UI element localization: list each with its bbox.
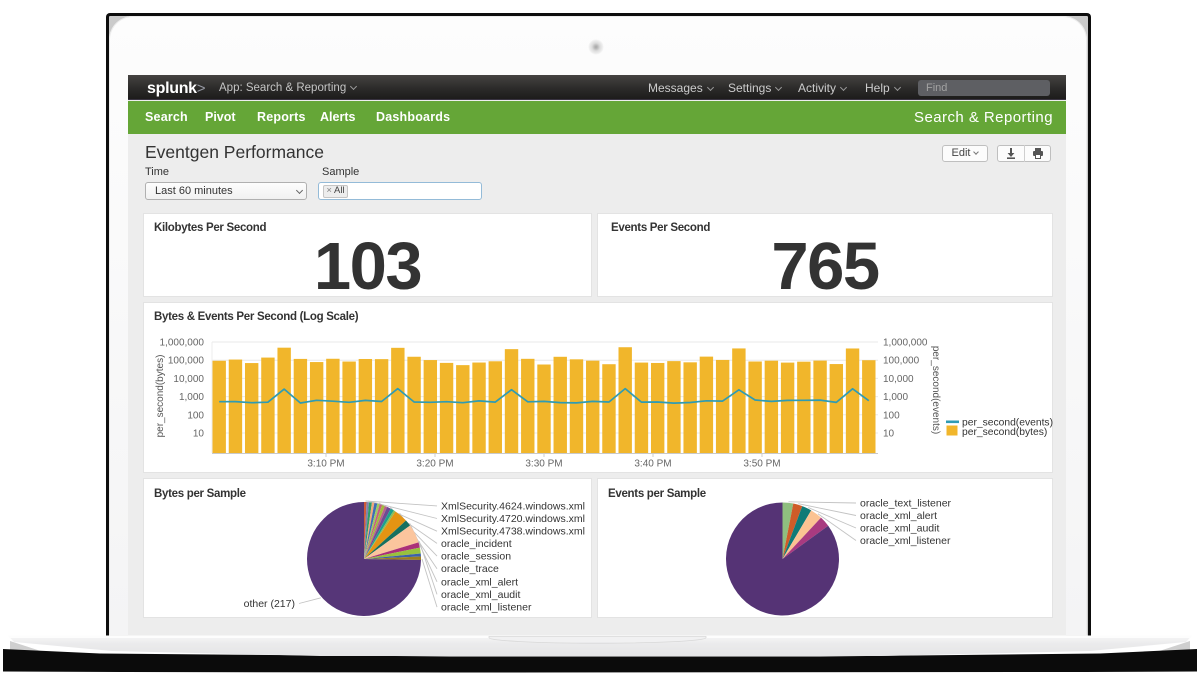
svg-text:oracle_xml_audit: oracle_xml_audit [441, 589, 520, 601]
svg-text:100,000: 100,000 [168, 356, 205, 367]
svg-text:XmlSecurity.4720.windows.xml: XmlSecurity.4720.windows.xml [441, 513, 585, 525]
svg-text:10: 10 [883, 429, 895, 440]
svg-text:oracle_trace: oracle_trace [441, 563, 499, 575]
svg-text:3:20 PM: 3:20 PM [416, 459, 453, 470]
svg-text:oracle_session: oracle_session [441, 551, 511, 563]
svg-text:per_second(bytes): per_second(bytes) [155, 355, 166, 438]
svg-text:100: 100 [187, 410, 204, 421]
svg-text:1,000,000: 1,000,000 [160, 338, 205, 349]
svg-text:100,000: 100,000 [883, 356, 920, 367]
svg-text:oracle_text_listener: oracle_text_listener [860, 498, 952, 510]
svg-text:oracle_xml_audit: oracle_xml_audit [860, 523, 939, 535]
svg-text:oracle_xml_listener: oracle_xml_listener [441, 602, 532, 614]
svg-text:1,000: 1,000 [883, 392, 908, 403]
svg-text:per_second(events): per_second(events) [962, 418, 1053, 429]
svg-text:oracle_xml_alert: oracle_xml_alert [441, 576, 518, 588]
svg-text:oracle_incident: oracle_incident [441, 538, 512, 550]
svg-text:oracle_xml_alert: oracle_xml_alert [860, 510, 937, 522]
svg-text:1,000: 1,000 [179, 392, 204, 403]
svg-text:XmlSecurity.4738.windows.xml: XmlSecurity.4738.windows.xml [441, 526, 585, 538]
svg-text:10: 10 [193, 429, 205, 440]
svg-text:per_second(bytes): per_second(bytes) [962, 427, 1047, 438]
svg-text:10,000: 10,000 [883, 374, 914, 385]
svg-text:3:50 PM: 3:50 PM [743, 459, 780, 470]
svg-text:3:30 PM: 3:30 PM [525, 459, 562, 470]
svg-text:oracle_xml_listener: oracle_xml_listener [860, 535, 951, 547]
svg-text:1,000,000: 1,000,000 [883, 338, 928, 349]
svg-text:3:10 PM: 3:10 PM [307, 459, 344, 470]
svg-text:3:40 PM: 3:40 PM [634, 459, 671, 470]
svg-text:per_second(events): per_second(events) [930, 346, 941, 434]
svg-text:XmlSecurity.4624.windows.xml: XmlSecurity.4624.windows.xml [441, 500, 585, 512]
svg-text:10,000: 10,000 [173, 374, 204, 385]
svg-text:other (217): other (217) [244, 598, 295, 610]
svg-text:100: 100 [883, 410, 900, 421]
